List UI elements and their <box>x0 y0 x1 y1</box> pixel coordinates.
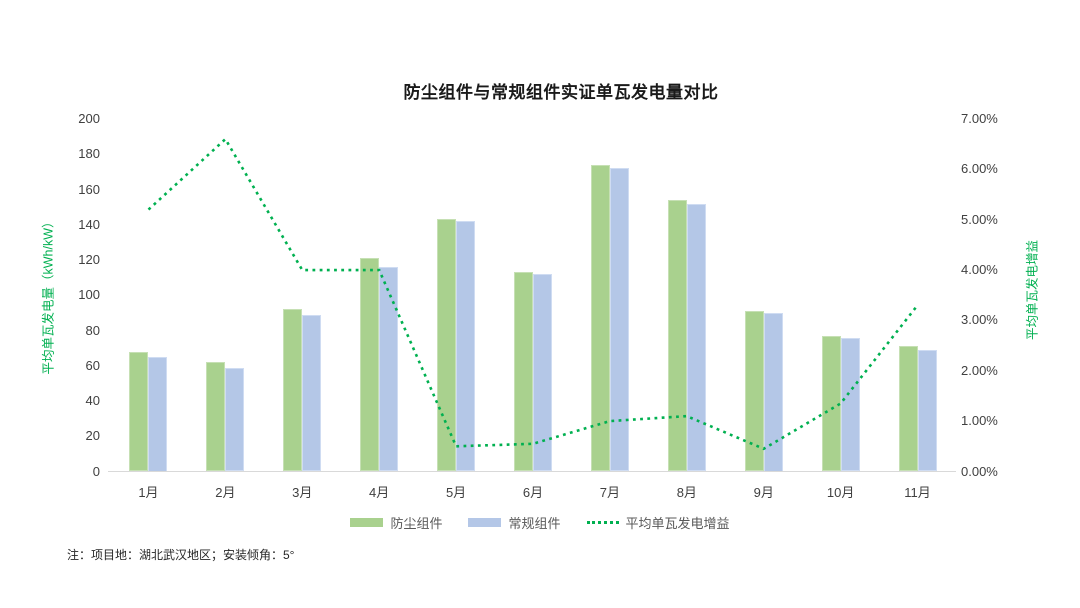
footnote: 注：项目地：湖北武汉地区；安装倾角：5° <box>67 548 295 562</box>
bar-dustproof-5月 <box>437 219 457 472</box>
bar-dustproof-10月 <box>821 335 841 472</box>
x-axis-label: 11月 <box>904 485 931 500</box>
bar-dustproof-7月 <box>590 164 610 472</box>
left-axis-tick: 60 <box>85 357 100 373</box>
left-axis-tick: 40 <box>85 393 100 408</box>
right-axis-tick: 7.00% <box>961 111 998 126</box>
left-axis-tick: 0 <box>92 463 100 479</box>
bar-dustproof-6月 <box>514 272 533 472</box>
left-axis-tick: 140 <box>78 216 100 232</box>
legend-label: 防尘组件 <box>390 516 443 531</box>
bar-regular-7月 <box>609 168 629 472</box>
right-axis-tick: 3.00% <box>961 312 998 328</box>
legend-label: 平均单瓦发电增益 <box>625 516 730 531</box>
bar-regular-8月 <box>686 203 706 472</box>
bar-dustproof-2月 <box>206 362 226 472</box>
legend-item-2: 常规组件 <box>468 513 561 532</box>
right-axis-tick: 5.00% <box>961 211 998 227</box>
legend-item-3: 平均单瓦发电增益 <box>586 513 730 532</box>
x-axis-label: 7月 <box>599 485 621 500</box>
bar-dustproof-3月 <box>283 309 303 472</box>
bar-regular-1月 <box>148 356 168 472</box>
x-axis-label: 10月 <box>826 485 855 500</box>
bar-dustproof-1月 <box>129 351 149 472</box>
bar-regular-5月 <box>456 221 476 472</box>
bar-regular-2月 <box>225 367 245 472</box>
left-axis-tick: 160 <box>78 181 100 197</box>
bar-regular-11月 <box>917 349 937 472</box>
bar-regular-3月 <box>302 314 322 472</box>
legend-bar-swatch-icon <box>468 518 502 527</box>
x-axis-label: 2月 <box>215 485 236 500</box>
left-axis-tick: 120 <box>78 252 100 267</box>
bar-regular-9月 <box>763 312 783 472</box>
left-axis-tick: 100 <box>78 287 100 303</box>
left-axis-tick: 80 <box>85 322 100 338</box>
x-axis-label: 9月 <box>753 485 774 500</box>
right-axis-tick: 0.00% <box>961 463 998 479</box>
right-axis-tick: 1.00% <box>961 413 998 429</box>
x-axis-label: 1月 <box>138 485 159 500</box>
right-axis-tick: 2.00% <box>961 362 998 378</box>
bar-regular-6月 <box>533 274 552 472</box>
x-axis-label: 8月 <box>676 485 697 500</box>
legend-item-1: 防尘组件 <box>350 513 442 532</box>
legend-bar-swatch-icon <box>350 518 384 527</box>
x-axis-label: 4月 <box>369 485 390 500</box>
x-axis-label: 5月 <box>445 485 467 500</box>
bar-regular-4月 <box>379 267 399 472</box>
legend: 防尘组件 常规组件 平均单瓦发电增益 <box>0 513 1080 532</box>
right-axis-tick: 4.00% <box>961 262 998 278</box>
bar-dustproof-8月 <box>667 200 687 472</box>
x-axis-label: 3月 <box>292 485 313 500</box>
bar-dustproof-4月 <box>360 258 380 472</box>
left-axis-tick: 200 <box>78 111 100 126</box>
legend-label: 常规组件 <box>508 516 561 531</box>
legend-dotted-line-swatch-icon <box>586 521 619 524</box>
x-axis-label: 6月 <box>522 485 544 500</box>
bar-regular-10月 <box>840 337 860 472</box>
bar-dustproof-9月 <box>744 311 764 472</box>
right-axis-tick: 6.00% <box>961 161 998 177</box>
bar-dustproof-11月 <box>898 346 918 472</box>
x-axis-line <box>108 471 956 472</box>
left-axis-tick: 180 <box>78 146 100 162</box>
chart-title: 防尘组件与常规组件实证单瓦发电量对比 <box>403 83 719 102</box>
left-axis-tick: 20 <box>85 428 100 444</box>
